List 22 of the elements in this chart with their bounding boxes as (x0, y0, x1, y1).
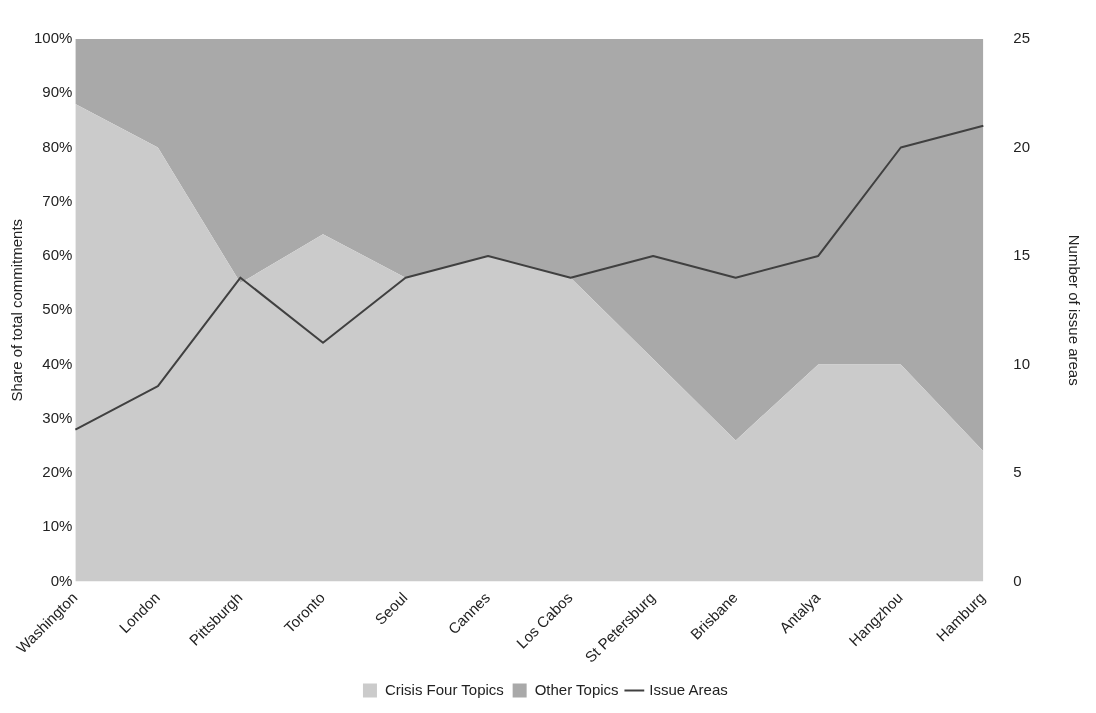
y-tick-label: 20% (42, 463, 73, 481)
y2-tick-label: 0 (1013, 571, 1022, 589)
y2-tick-label: 10 (1013, 354, 1030, 372)
y-tick-label: 70% (42, 191, 73, 209)
y-tick-label: 60% (42, 246, 73, 264)
legend-label: Issue Areas (649, 680, 728, 698)
y-tick-label: 80% (42, 137, 73, 155)
y2-tick-label: 20 (1013, 137, 1030, 155)
y-tick-label: 10% (42, 517, 73, 535)
y-tick-label: 40% (42, 354, 73, 372)
legend-label: Other Topics (534, 680, 619, 698)
y-tick-label: 100% (33, 29, 73, 47)
y2-tick-label: 25 (1013, 29, 1030, 47)
y-tick-label: 90% (42, 83, 73, 101)
y-tick-label: 30% (42, 408, 73, 426)
y2-axis-title: Number of issue areas (1065, 234, 1083, 386)
y2-tick-label: 5 (1013, 463, 1022, 481)
legend-label: Crisis Four Topics (384, 680, 504, 698)
y-tick-label: 50% (42, 300, 73, 318)
y-axis-title: Share of total commitments (8, 218, 26, 402)
y-tick-label: 0% (50, 571, 73, 589)
y2-tick-label: 15 (1013, 246, 1030, 264)
